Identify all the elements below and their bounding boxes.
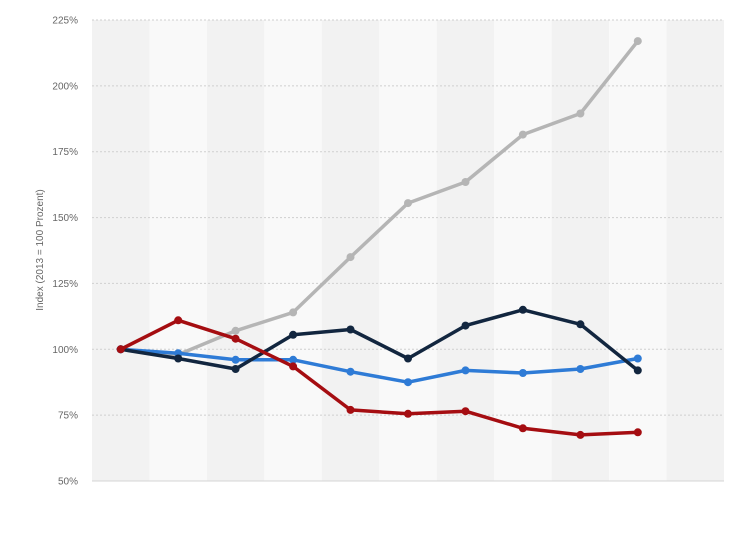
y-tick-label: 100% <box>52 345 78 356</box>
data-point <box>231 365 240 373</box>
series-line <box>118 347 640 384</box>
data-point <box>289 362 298 371</box>
series-line <box>118 318 640 437</box>
data-point <box>289 355 298 364</box>
y-gridlines <box>92 19 724 482</box>
data-point <box>633 354 642 363</box>
series-4 <box>116 316 642 439</box>
series-3 <box>116 305 642 375</box>
y-tick-label: 150% <box>52 213 78 224</box>
data-point <box>231 334 240 343</box>
data-point <box>576 320 585 329</box>
data-point <box>518 130 527 139</box>
data-point <box>518 424 527 433</box>
data-point <box>346 253 355 262</box>
plot-band <box>321 20 380 481</box>
data-point <box>461 366 470 375</box>
series-line <box>118 39 640 357</box>
data-point <box>346 325 355 334</box>
plot-band <box>436 20 495 481</box>
y-tick-label: 225% <box>52 16 78 27</box>
series-line <box>118 308 640 373</box>
y-tick-label: 50% <box>58 477 78 488</box>
plot-band <box>609 20 667 481</box>
data-point <box>116 345 125 354</box>
data-point <box>289 330 298 339</box>
y-tick-label: 125% <box>52 279 78 290</box>
y-tick-label: 175% <box>52 147 78 158</box>
data-point <box>404 354 412 363</box>
data-point <box>404 409 412 418</box>
data-point <box>289 308 298 317</box>
y-axis-tick-labels: 50% 75% 100% 125% 150% 175% 200% 225% <box>52 16 78 488</box>
data-point <box>518 305 527 314</box>
plot-band <box>149 20 207 481</box>
plot-band <box>551 20 610 481</box>
data-point <box>231 355 240 364</box>
data-point <box>461 178 470 186</box>
y-tick-label: 75% <box>58 411 78 422</box>
plot-band <box>494 20 552 481</box>
data-point <box>633 366 642 375</box>
plot-background-bands <box>92 20 724 481</box>
data-series <box>116 37 642 439</box>
data-point <box>633 37 642 46</box>
data-point <box>174 354 183 363</box>
plot-band <box>379 20 437 481</box>
data-point <box>518 369 527 377</box>
data-point <box>174 316 183 325</box>
plot-band <box>92 20 150 481</box>
plot-band <box>264 20 322 481</box>
plot-band <box>206 20 265 481</box>
data-point <box>346 405 355 414</box>
plot-band <box>666 20 724 481</box>
data-point <box>461 321 470 330</box>
y-axis-title: Index (2013 = 100 Prozent) <box>35 189 46 310</box>
data-point <box>346 367 355 376</box>
data-point <box>633 428 642 437</box>
data-point <box>576 430 585 439</box>
data-point <box>404 199 412 208</box>
y-tick-label: 200% <box>52 81 78 92</box>
data-point <box>231 326 240 335</box>
data-point <box>576 365 585 373</box>
data-point <box>461 407 470 416</box>
data-point <box>404 378 412 387</box>
data-point <box>576 109 585 118</box>
